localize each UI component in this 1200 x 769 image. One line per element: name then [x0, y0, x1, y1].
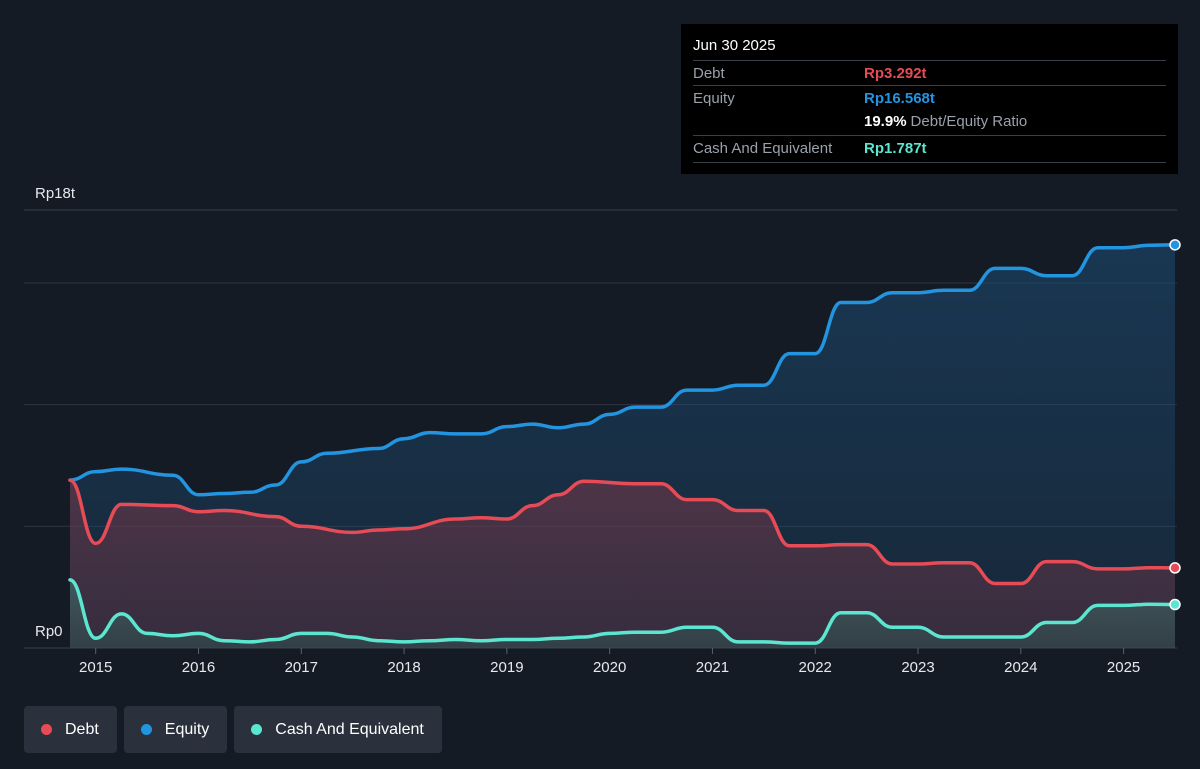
- tooltip-ratio-value: 19.9%: [864, 113, 907, 130]
- x-tick-label: 2017: [285, 659, 318, 676]
- tooltip-cash-value: Rp1.787t: [864, 140, 927, 157]
- legend: Debt Equity Cash And Equivalent: [24, 706, 442, 753]
- debt-dot-icon: [41, 724, 52, 735]
- cash-line: [68, 578, 1177, 645]
- equity-dot-icon: [140, 724, 152, 735]
- debt-line: [68, 478, 1177, 586]
- x-tick-label: 2016: [182, 659, 215, 676]
- legend-label-debt: Debt: [65, 720, 99, 738]
- x-tick-label: 2018: [387, 659, 420, 676]
- legend-item-cash[interactable]: Cash And Equivalent: [234, 706, 442, 753]
- y-bottom-label: Rp0: [35, 623, 63, 640]
- tooltip-ratio-label: Debt/Equity Ratio: [910, 113, 1028, 130]
- x-tick-label: 2020: [593, 659, 626, 676]
- x-tick-label: 2023: [901, 659, 934, 676]
- cash-dot-icon: [251, 724, 263, 735]
- x-tick-label: 2025: [1107, 659, 1140, 676]
- cash-endpoint: [1169, 598, 1181, 611]
- series-endpoints: [1169, 239, 1181, 611]
- tooltip-debt-row: Debt Rp3.292t: [693, 60, 1166, 85]
- series-lines: [68, 243, 1177, 645]
- x-tick-label: 2015: [79, 659, 112, 676]
- y-top-label: Rp18t: [35, 185, 76, 202]
- equity-endpoint: [1169, 239, 1181, 251]
- tooltip-equity-row: Equity Rp16.568t: [693, 85, 1166, 110]
- legend-item-equity[interactable]: Equity: [123, 706, 228, 753]
- x-tick-label: 2019: [490, 659, 523, 676]
- x-tick-label: 2021: [696, 659, 729, 676]
- tooltip-debt-value: Rp3.292t: [864, 65, 927, 82]
- legend-label-equity: Equity: [164, 720, 210, 738]
- cash-area: [70, 579, 1175, 648]
- x-tick-label: 2022: [799, 659, 832, 676]
- legend-item-debt[interactable]: Debt: [24, 706, 117, 753]
- tooltip-equity-label: Equity: [693, 90, 735, 107]
- tooltip-equity-value: Rp16.568t: [864, 90, 935, 107]
- tooltip-cash-label: Cash And Equivalent: [693, 140, 833, 157]
- tooltip-ratio: 19.9% Debt/Equity Ratio: [864, 113, 1027, 130]
- legend-label-cash: Cash And Equivalent: [275, 720, 424, 738]
- x-axis: 2015 2016 2017 2018 2019 2020 2021 2022 2023 2024…: [79, 648, 1140, 676]
- debt-area: [70, 480, 1175, 648]
- series-areas: [70, 244, 1175, 649]
- tooltip-debt-label: Debt: [693, 65, 725, 82]
- tooltip-panel: Jun 30 2025 Debt Rp3.292t Equity Rp16.56…: [681, 24, 1178, 174]
- tooltip-cash-row: Cash And Equivalent Rp1.787t: [693, 135, 1166, 163]
- equity-line: [68, 243, 1177, 497]
- x-tick-label: 2024: [1004, 659, 1037, 676]
- debt-endpoint: [1169, 562, 1181, 574]
- tooltip-date: Jun 30 2025: [693, 37, 776, 54]
